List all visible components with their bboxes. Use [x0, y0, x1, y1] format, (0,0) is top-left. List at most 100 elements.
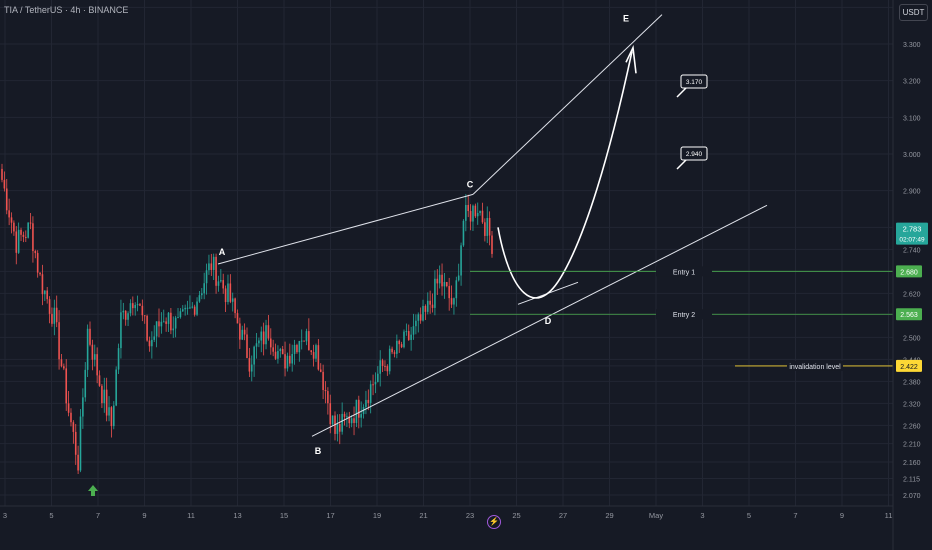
level-label: Entry 1	[673, 269, 695, 276]
candle-body	[20, 229, 22, 235]
candle-body	[446, 282, 448, 287]
candle-body	[129, 303, 132, 314]
candle-body	[357, 399, 360, 418]
candle-body	[236, 313, 239, 324]
candle-body	[208, 263, 210, 271]
candle-body	[210, 263, 213, 270]
candle-body	[10, 217, 13, 223]
candle-body	[48, 299, 51, 314]
candle-body	[103, 389, 106, 404]
time-tick-label: 21	[419, 511, 427, 520]
candle-body	[17, 229, 20, 253]
candle-body	[319, 369, 322, 372]
price-tick-label: 2.500	[903, 335, 921, 342]
time-tick-label: 27	[559, 511, 567, 520]
currency-button[interactable]: USDT	[899, 4, 928, 21]
time-tick-label: 5	[747, 511, 751, 520]
candle-body	[13, 222, 15, 232]
time-axis[interactable]: 3 5 7 9 11 13 15 17 19 21 23 25 27 29 May 3 5 7 9 11	[3, 511, 892, 520]
candle-body	[367, 399, 370, 403]
time-tick-label: May	[649, 511, 663, 520]
candle-body	[243, 329, 246, 335]
candle-body	[3, 179, 6, 189]
flash-icon[interactable]: ⚡	[487, 515, 501, 529]
candle-body	[379, 360, 382, 374]
candle-body	[67, 403, 70, 413]
candle-body	[360, 414, 362, 418]
candle-body	[315, 345, 317, 359]
candle-body	[63, 366, 65, 369]
candle-body	[234, 298, 236, 314]
candle-body	[151, 339, 153, 347]
candle-body	[120, 312, 122, 349]
candle-body	[86, 328, 89, 370]
trend-line-upper	[472, 14, 663, 195]
candle-body	[488, 217, 491, 236]
drawings: Entry 1 Entry 2 invalidation level A B C D E 3.1…	[88, 13, 893, 496]
time-tick-label: 11	[187, 511, 195, 520]
candle-body	[391, 348, 393, 353]
wave-label: D	[545, 316, 552, 326]
candle-body	[286, 355, 289, 369]
candle-body	[457, 275, 460, 281]
candle-body	[186, 307, 189, 309]
candle-body	[58, 322, 60, 360]
candle-body	[179, 311, 182, 318]
candle-body	[98, 375, 101, 386]
candle-body	[36, 253, 39, 273]
candle-body	[341, 413, 343, 432]
candle-body	[393, 352, 396, 354]
candle-body	[303, 340, 305, 342]
time-tick-label: 29	[605, 511, 613, 520]
candle-body	[336, 423, 339, 434]
candle-body	[298, 341, 301, 353]
price-tick-label: 2.320	[903, 401, 921, 408]
candle-body	[184, 307, 186, 310]
time-tick-label: 5	[49, 511, 53, 520]
candle-body	[217, 281, 220, 286]
time-tick-label: 17	[326, 511, 334, 520]
target-callout-label: 3.170	[686, 79, 703, 86]
candle-body	[5, 188, 8, 211]
trend-line-lower	[311, 204, 768, 437]
candle-body	[274, 351, 277, 359]
price-tick-label: 3.100	[903, 115, 921, 122]
candle-body	[146, 315, 148, 341]
candle-body	[417, 314, 420, 321]
candle-body	[331, 415, 334, 425]
candle-body	[250, 364, 253, 372]
candle-body	[317, 345, 320, 370]
candle-body	[310, 350, 313, 353]
candle-body	[400, 344, 403, 348]
price-tick-label: 2.900	[903, 189, 921, 196]
candle-body	[201, 293, 203, 296]
candle-body	[44, 290, 46, 295]
candle-body	[419, 314, 422, 321]
candle-body	[424, 305, 427, 312]
candle-body	[143, 315, 146, 317]
candle-body	[348, 416, 351, 424]
wave-label: B	[315, 446, 322, 456]
price-axis[interactable]: 3.4003.3003.2003.1003.0002.9002.8002.740…	[896, 5, 928, 500]
level-price-tag	[896, 308, 922, 321]
candle-body	[412, 326, 415, 335]
price-tick-label: 2.115	[903, 477, 920, 484]
price-tick-label: 2.740	[903, 247, 921, 254]
candle-body	[231, 298, 234, 302]
candle-body	[193, 306, 196, 315]
candle-body	[277, 351, 279, 359]
grid-lines	[0, 0, 893, 506]
price-tick-label: 3.300	[903, 42, 921, 49]
candle-body	[469, 211, 472, 222]
projection-path	[497, 51, 633, 299]
candle-body	[117, 348, 120, 370]
wave-label: A	[219, 247, 226, 257]
candle-body	[479, 210, 481, 214]
target-callout-label: 2.940	[686, 151, 703, 158]
price-tick-label: 2.070	[903, 493, 921, 500]
candle-body	[77, 454, 79, 471]
candle-body	[398, 340, 401, 345]
candle-body	[112, 405, 115, 427]
candle-body	[165, 321, 167, 324]
